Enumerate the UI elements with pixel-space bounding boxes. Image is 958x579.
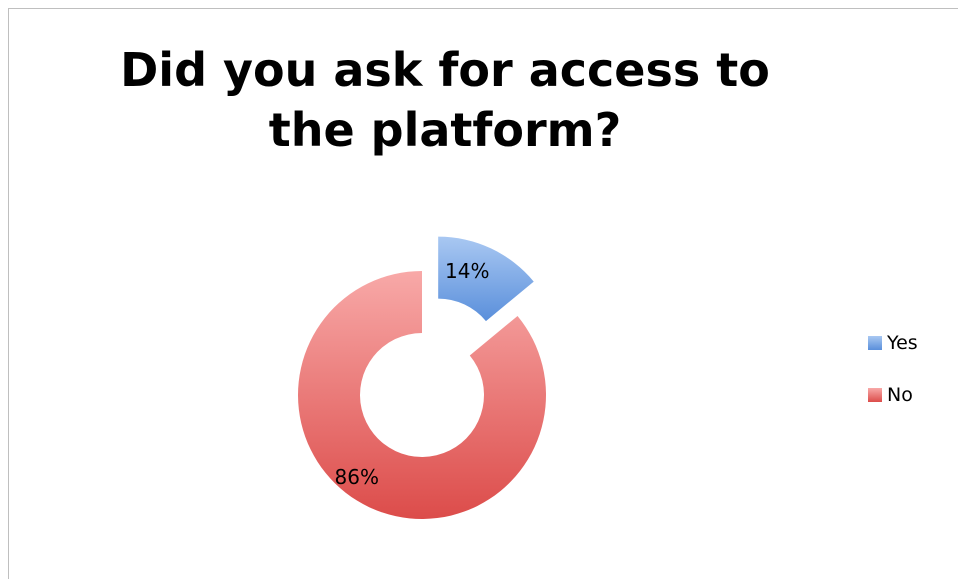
data-label-no: 86% xyxy=(335,465,379,489)
legend-item-yes: Yes xyxy=(868,330,918,356)
legend-swatch-yes xyxy=(868,336,882,350)
chart-title: Did you ask for access to the platform? xyxy=(120,43,770,157)
data-label-yes: 14% xyxy=(445,259,489,283)
legend-item-no: No xyxy=(868,382,918,408)
slice-yes xyxy=(438,236,534,322)
legend-label-yes: Yes xyxy=(887,332,918,354)
chart-legend: Yes No xyxy=(868,330,918,434)
slice-no xyxy=(297,271,546,519)
legend-swatch-no xyxy=(868,388,882,402)
legend-label-no: No xyxy=(887,384,913,406)
